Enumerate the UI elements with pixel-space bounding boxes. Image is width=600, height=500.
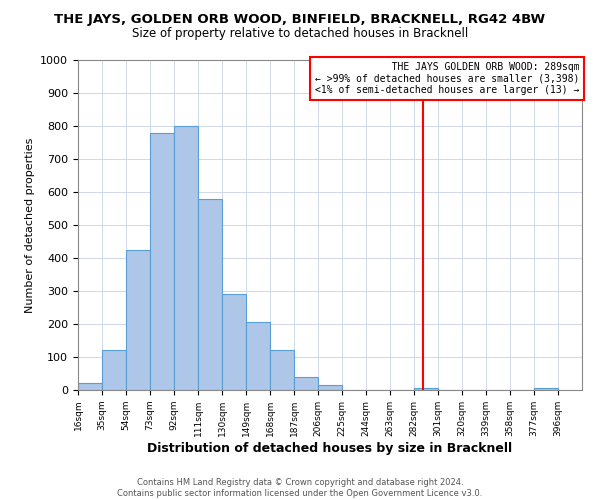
Bar xyxy=(534,388,558,390)
Y-axis label: Number of detached properties: Number of detached properties xyxy=(25,138,35,312)
Bar xyxy=(414,388,438,390)
Text: THE JAYS, GOLDEN ORB WOOD, BINFIELD, BRACKNELL, RG42 4BW: THE JAYS, GOLDEN ORB WOOD, BINFIELD, BRA… xyxy=(55,12,545,26)
Bar xyxy=(198,198,222,390)
X-axis label: Distribution of detached houses by size in Bracknell: Distribution of detached houses by size … xyxy=(148,442,512,454)
Bar xyxy=(126,250,150,390)
Bar xyxy=(270,350,294,390)
Bar xyxy=(78,384,102,390)
Bar xyxy=(102,350,126,390)
Bar xyxy=(294,377,318,390)
Bar xyxy=(246,322,270,390)
Text: Size of property relative to detached houses in Bracknell: Size of property relative to detached ho… xyxy=(132,28,468,40)
Bar xyxy=(318,385,342,390)
Bar xyxy=(222,294,246,390)
Bar xyxy=(150,132,174,390)
Text: THE JAYS GOLDEN ORB WOOD: 289sqm
← >99% of detached houses are smaller (3,398)
<: THE JAYS GOLDEN ORB WOOD: 289sqm ← >99% … xyxy=(315,62,580,95)
Bar xyxy=(174,126,198,390)
Text: Contains HM Land Registry data © Crown copyright and database right 2024.
Contai: Contains HM Land Registry data © Crown c… xyxy=(118,478,482,498)
